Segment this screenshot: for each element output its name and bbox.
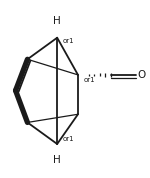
Text: or1: or1 — [63, 38, 75, 44]
Text: H: H — [53, 155, 61, 165]
Text: or1: or1 — [83, 77, 95, 83]
Text: or1: or1 — [63, 136, 75, 142]
Text: O: O — [138, 70, 146, 80]
Text: H: H — [53, 16, 61, 26]
